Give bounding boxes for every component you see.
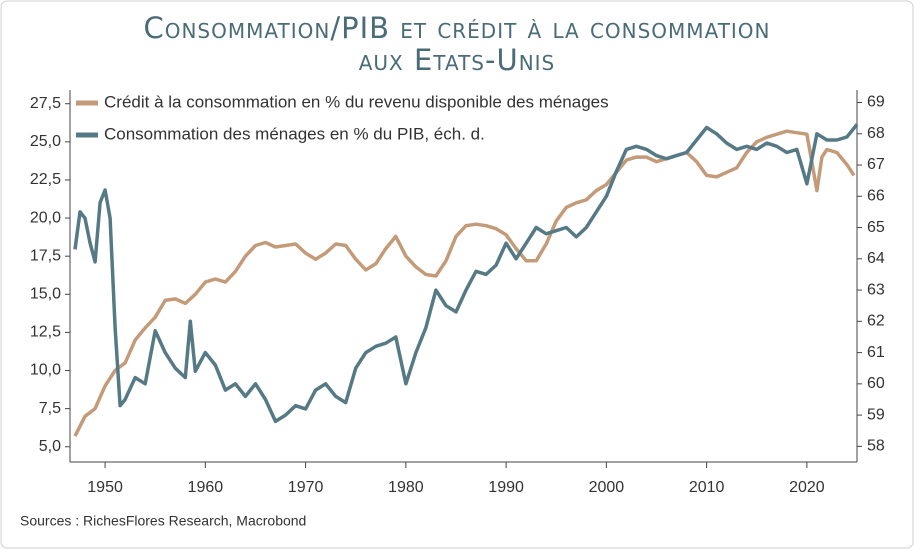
legend-label: Consommation des ménages en % du PIB, éc… <box>104 124 485 143</box>
y2-tick-label: 60 <box>867 375 885 392</box>
y-tick-label: 12,5 <box>30 324 61 341</box>
y2-tick-label: 68 <box>867 125 885 142</box>
x-tick-label: 1990 <box>488 479 524 496</box>
series-line <box>73 129 856 437</box>
x-tick-label: 1950 <box>87 479 123 496</box>
series-line <box>73 123 859 424</box>
y-tick-label: 20,0 <box>30 209 61 226</box>
chart-title: aux Etats-Unis <box>359 43 556 77</box>
source: Sources : RichesFlores Research, Macrobo… <box>20 513 306 529</box>
y2-tick-label: 65 <box>867 219 885 236</box>
x-tick-label: 1960 <box>188 479 224 496</box>
y2-tick-label: 61 <box>867 344 885 361</box>
x-tick-label: 2020 <box>789 479 825 496</box>
y2-tick-label: 63 <box>867 281 885 298</box>
y-tick-label: 27,5 <box>30 95 61 112</box>
y2-tick-label: 67 <box>867 156 885 173</box>
y-tick-label: 17,5 <box>30 247 61 264</box>
y-tick-label: 5,0 <box>39 438 61 455</box>
y-tick-label: 25,0 <box>30 133 61 150</box>
legend-label: Crédit à la consommation en % du revenu … <box>104 92 609 111</box>
y2-tick-label: 64 <box>867 250 885 267</box>
x-tick-label: 2010 <box>689 479 725 496</box>
x-tick-label: 1970 <box>288 479 324 496</box>
y-tick-label: 10,0 <box>30 362 61 379</box>
y2-tick-label: 69 <box>867 94 885 111</box>
y2-tick-label: 66 <box>867 188 885 205</box>
y-tick-label: 15,0 <box>30 286 61 303</box>
x-tick-label: 2000 <box>589 479 625 496</box>
x-tick-label: 1980 <box>388 479 424 496</box>
y-tick-label: 22,5 <box>30 171 61 188</box>
y2-tick-label: 59 <box>867 406 885 423</box>
chart-title: Consommation/PIB et crédit à la consomma… <box>143 11 770 45</box>
y2-tick-label: 58 <box>867 438 885 455</box>
y-tick-label: 7,5 <box>39 400 61 417</box>
y2-tick-label: 62 <box>867 313 885 330</box>
